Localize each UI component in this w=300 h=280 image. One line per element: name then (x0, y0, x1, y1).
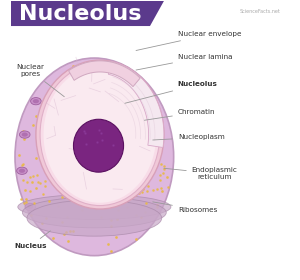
Text: Nucleolus: Nucleolus (125, 81, 218, 103)
Ellipse shape (31, 97, 41, 105)
Text: Chromatin: Chromatin (144, 109, 215, 120)
Text: Endoplasmic
reticulum: Endoplasmic reticulum (164, 167, 238, 180)
Ellipse shape (15, 58, 174, 256)
Ellipse shape (63, 80, 70, 84)
Ellipse shape (17, 167, 27, 174)
Ellipse shape (27, 205, 33, 209)
Ellipse shape (19, 169, 25, 173)
Ellipse shape (40, 64, 160, 206)
Polygon shape (11, 1, 164, 26)
Text: Nuclear envelope: Nuclear envelope (136, 31, 241, 50)
Ellipse shape (22, 197, 166, 228)
Text: Nucleus: Nucleus (14, 231, 50, 249)
Ellipse shape (22, 132, 28, 137)
Text: Nucleolus: Nucleolus (19, 4, 142, 24)
Ellipse shape (18, 194, 171, 220)
Ellipse shape (25, 203, 36, 211)
Ellipse shape (33, 99, 39, 103)
Text: Nuclear lamina: Nuclear lamina (136, 54, 232, 70)
Ellipse shape (74, 119, 124, 172)
Ellipse shape (44, 66, 156, 203)
Text: Nuclear
pores: Nuclear pores (16, 64, 64, 97)
Polygon shape (108, 61, 164, 148)
Text: Nucleoplasm: Nucleoplasm (153, 134, 225, 140)
Ellipse shape (27, 200, 162, 236)
Ellipse shape (36, 60, 164, 209)
Text: ScienceFacts.net: ScienceFacts.net (240, 9, 281, 14)
Text: Ribosomes: Ribosomes (153, 202, 217, 213)
Polygon shape (69, 61, 140, 87)
Ellipse shape (20, 131, 30, 138)
Ellipse shape (61, 78, 72, 85)
